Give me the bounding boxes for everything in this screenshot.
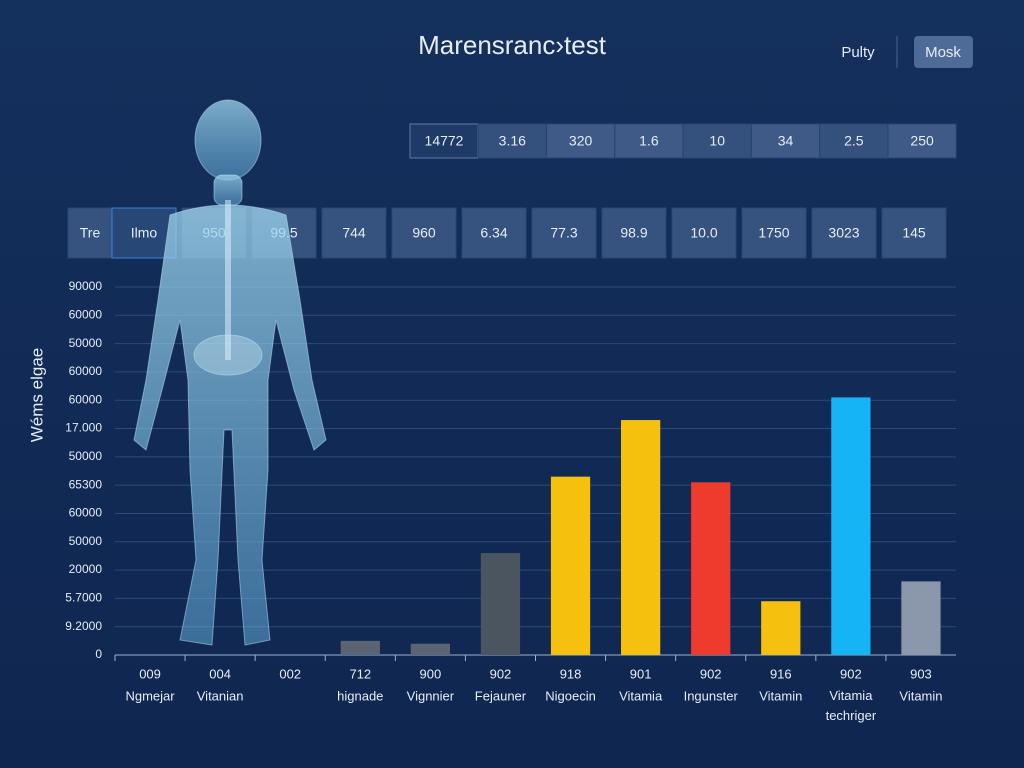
y-tick-label: 50000 — [69, 534, 103, 548]
category-name: Vitamia — [619, 688, 663, 703]
y-tick-label: 20000 — [69, 562, 103, 576]
bar — [480, 553, 521, 655]
bar — [550, 476, 591, 655]
category-name: Ingunster — [684, 688, 739, 703]
x-tick-label: 902 — [840, 666, 862, 681]
table-cell — [531, 207, 597, 259]
table-cell — [881, 207, 947, 259]
table-value: 3.16 — [499, 133, 526, 149]
category-name: Vitamin — [759, 688, 802, 703]
x-tick-label: 009 — [139, 666, 161, 681]
table-cell — [391, 207, 457, 259]
table-cell — [614, 123, 684, 159]
x-tick-label: 903 — [910, 666, 932, 681]
button[interactable] — [914, 36, 973, 68]
table-value: 320 — [569, 133, 593, 149]
table-value: 1.6 — [639, 133, 659, 149]
category-name: Nigoecin — [545, 688, 596, 703]
table-cell — [811, 207, 877, 259]
table-cell — [477, 123, 547, 159]
x-tick-label: 002 — [279, 666, 301, 681]
table-value: Ilmo — [131, 225, 158, 241]
y-tick-label: 50000 — [69, 336, 103, 350]
table-value: 145 — [902, 225, 926, 241]
button-label[interactable]: Mosk — [925, 44, 961, 61]
table-value: 10 — [709, 133, 725, 149]
x-tick-label: 916 — [770, 666, 792, 681]
x-tick-label: 712 — [349, 666, 371, 681]
bar — [901, 581, 941, 655]
x-tick-label: 918 — [560, 666, 582, 681]
table-cell — [819, 123, 889, 159]
y-axis-label: Wéms elgae — [27, 348, 46, 442]
x-tick-label: 004 — [209, 666, 231, 681]
x-tick-label: 900 — [420, 666, 442, 681]
bar — [621, 420, 661, 655]
table-cell — [409, 123, 479, 159]
x-tick-label: 901 — [630, 666, 652, 681]
category-name: Vignnier — [407, 688, 455, 703]
table-value: 250 — [910, 133, 934, 149]
y-tick-label: 65300 — [69, 477, 103, 491]
table-value: 77.3 — [550, 225, 577, 241]
y-tick-label: 17.000 — [65, 421, 102, 435]
table-value: 10.0 — [690, 225, 717, 241]
y-tick-label: 0 — [95, 647, 102, 661]
y-tick-label: 90000 — [69, 279, 103, 293]
category-name: Vitanian — [197, 688, 244, 703]
bar — [691, 482, 731, 655]
y-tick-label: 60000 — [69, 364, 103, 378]
page-title: Marensranc›test — [418, 30, 607, 60]
table-cell — [741, 207, 807, 259]
menu-item[interactable]: Pulty — [841, 44, 875, 61]
table-value: 6.34 — [480, 225, 507, 241]
category-name: Fejauner — [475, 688, 527, 703]
y-tick-label: 5.7000 — [65, 591, 102, 605]
bar — [761, 601, 801, 655]
y-tick-label: 60000 — [69, 506, 103, 520]
x-tick-label: 902 — [700, 666, 722, 681]
y-tick-label: 60000 — [69, 307, 103, 321]
bar — [410, 643, 450, 655]
table-cell — [682, 123, 752, 159]
table-value: Tre — [80, 225, 101, 241]
category-name: Vitamia techriger — [826, 688, 877, 723]
bar — [831, 397, 871, 655]
table-cell — [671, 207, 737, 259]
table-cell — [751, 123, 820, 159]
y-tick-label: 60000 — [69, 392, 103, 406]
y-tick-label: 50000 — [69, 449, 103, 463]
table-value: 2.5 — [844, 133, 864, 149]
table-cell — [546, 123, 616, 159]
category-name: hignade — [337, 688, 383, 703]
table-cell — [321, 207, 387, 259]
tables: 147723.163201.610342.5250TreIlmo95099.57… — [67, 123, 957, 259]
table-value: 34 — [778, 133, 794, 149]
table-cell — [887, 123, 957, 159]
bar — [340, 640, 380, 655]
table-value: 3023 — [828, 225, 859, 241]
table-value: 960 — [412, 225, 436, 241]
table-value: 98.9 — [620, 225, 647, 241]
x-tick-label: 902 — [490, 666, 512, 681]
table-cell — [601, 207, 667, 259]
category-name: Ngmejar — [125, 688, 175, 703]
table-cell — [67, 207, 113, 259]
table-value: 744 — [342, 225, 366, 241]
y-tick-label: 9.2000 — [65, 619, 102, 633]
category-name: Vitamin — [899, 688, 942, 703]
table-value: 14772 — [425, 133, 464, 149]
table-value: 1750 — [758, 225, 789, 241]
table-cell — [461, 207, 527, 259]
human-figure — [133, 99, 327, 646]
